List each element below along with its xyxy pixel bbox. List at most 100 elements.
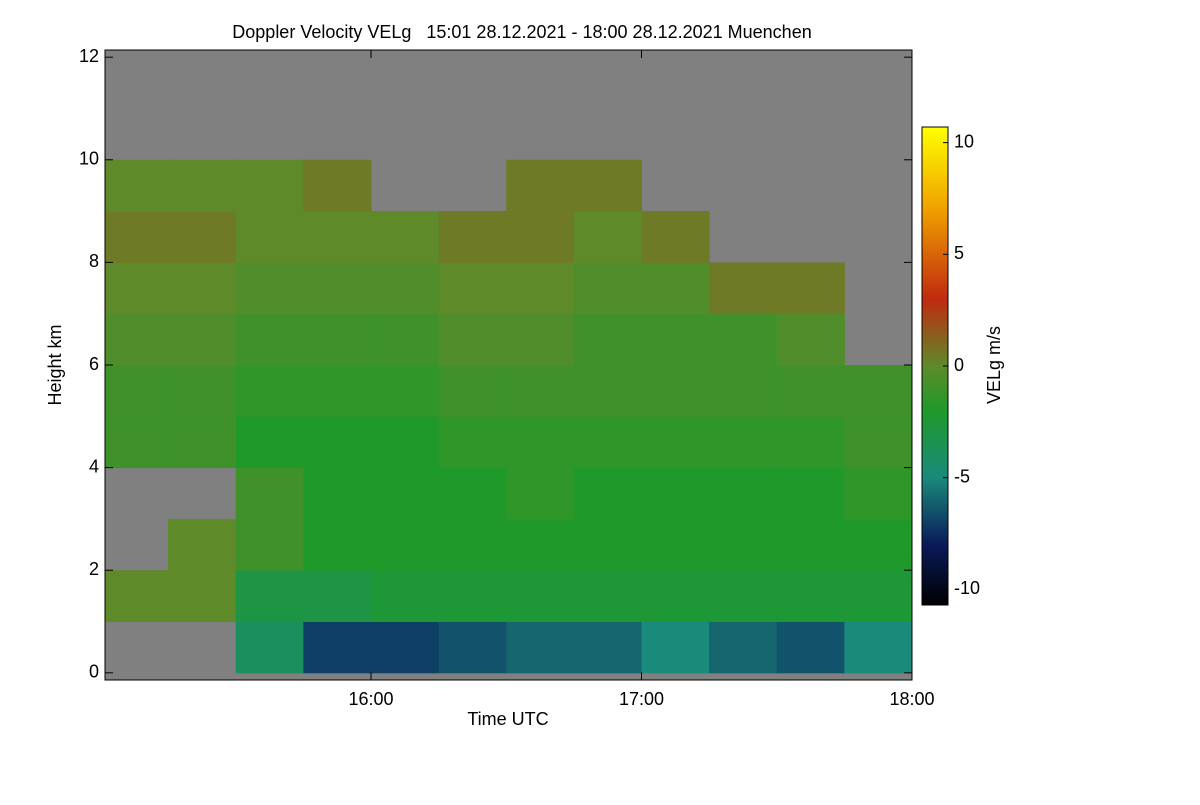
heatmap-cell xyxy=(235,262,304,315)
heatmap-cell xyxy=(105,211,169,263)
y-tick-label: 4 xyxy=(89,456,99,476)
heatmap-cell xyxy=(235,313,304,366)
heatmap-cell xyxy=(370,416,440,469)
heatmap-cell xyxy=(641,570,710,623)
y-tick-label: 2 xyxy=(89,559,99,579)
heatmap-cell xyxy=(370,313,440,366)
heatmap-cell xyxy=(573,416,642,469)
heatmap-cell xyxy=(303,570,372,623)
y-tick-label: 0 xyxy=(89,662,99,682)
heatmap-cell xyxy=(168,313,237,366)
heatmap-cell xyxy=(438,365,507,417)
heatmap-cell xyxy=(641,365,710,417)
heatmap-cell xyxy=(438,518,507,571)
heatmap-cell xyxy=(573,262,642,315)
heatmap-cell xyxy=(370,621,440,674)
heatmap-cell xyxy=(303,467,372,520)
heatmap-cell xyxy=(438,467,507,520)
colorbar-tick-label: 0 xyxy=(954,355,964,375)
heatmap-cell xyxy=(709,365,778,417)
heatmap-cell xyxy=(438,416,507,469)
heatmap-cell xyxy=(776,416,845,469)
heatmap-cell xyxy=(105,365,169,417)
heatmap-cell xyxy=(709,467,778,520)
heatmap-cell xyxy=(105,313,169,366)
heatmap-cell xyxy=(506,262,575,315)
heatmap-cell xyxy=(641,467,710,520)
heatmap-cell xyxy=(168,570,237,623)
x-tick-label: 18:00 xyxy=(889,689,934,709)
heatmap-cell xyxy=(506,416,575,469)
colorbar-tick-label: -5 xyxy=(954,466,970,486)
heatmap-cell xyxy=(573,211,642,263)
heatmap-cell xyxy=(709,313,778,366)
x-tick-label: 17:00 xyxy=(619,689,664,709)
heatmap-cell xyxy=(235,211,304,263)
heatmap-cell xyxy=(370,262,440,315)
heatmap-cell xyxy=(438,262,507,315)
heatmap-cell xyxy=(573,313,642,366)
heatmap-cell xyxy=(776,262,845,315)
heatmap-cell xyxy=(844,467,913,520)
heatmap-cell xyxy=(105,262,169,315)
y-tick-label: 10 xyxy=(79,149,99,169)
heatmap-cell xyxy=(573,570,642,623)
heatmap-cell xyxy=(573,159,642,212)
x-tick-label: 16:00 xyxy=(348,689,393,709)
heatmap-cell xyxy=(776,365,845,417)
colorbar-label: VELg m/s xyxy=(984,326,1004,404)
heatmap-cell xyxy=(370,467,440,520)
heatmap-cell xyxy=(641,621,710,674)
heatmap-cell xyxy=(506,467,575,520)
heatmap-cell xyxy=(641,211,710,263)
heatmap-cell xyxy=(506,621,575,674)
y-axis-label: Height km xyxy=(45,324,65,405)
heatmap-cell xyxy=(303,518,372,571)
chart-title: Doppler Velocity VELg 15:01 28.12.2021 -… xyxy=(232,22,811,42)
heatmap-cell xyxy=(776,621,845,674)
heatmap-cell xyxy=(506,211,575,263)
heatmap-cell xyxy=(303,365,372,417)
heatmap-cell xyxy=(709,570,778,623)
heatmap-cell xyxy=(844,570,913,623)
heatmap-cell xyxy=(370,518,440,571)
heatmap-cell xyxy=(506,159,575,212)
colorbar-tick-label: 5 xyxy=(954,243,964,263)
heatmap-cell xyxy=(235,416,304,469)
heatmap-cell xyxy=(168,365,237,417)
heatmap-cell xyxy=(370,211,440,263)
heatmap-cell xyxy=(438,570,507,623)
heatmap-cell xyxy=(438,211,507,263)
heatmap-cell xyxy=(168,518,237,571)
heatmap-cell xyxy=(105,416,169,469)
heatmap-cell xyxy=(235,365,304,417)
heatmap-cell xyxy=(235,159,304,212)
heatmap-cell xyxy=(438,621,507,674)
heatmap-cell xyxy=(235,621,304,674)
heatmap-cell xyxy=(641,262,710,315)
heatmap-cell xyxy=(573,467,642,520)
heatmap-cell xyxy=(235,467,304,520)
heatmap-cell xyxy=(168,262,237,315)
heatmap-cell xyxy=(506,313,575,366)
heatmap-cell xyxy=(641,313,710,366)
heatmap-cell xyxy=(438,313,507,366)
heatmap-cell xyxy=(776,467,845,520)
y-tick-label: 8 xyxy=(89,251,99,271)
heatmap-cell xyxy=(573,518,642,571)
heatmap-cell xyxy=(303,621,372,674)
heatmap-cell xyxy=(370,365,440,417)
heatmap-cell xyxy=(709,621,778,674)
heatmap-cell xyxy=(641,518,710,571)
colorbar-tick-label: -10 xyxy=(954,578,980,598)
heatmap-cell xyxy=(235,518,304,571)
heatmap-cell xyxy=(641,416,710,469)
heatmap-cell xyxy=(370,570,440,623)
y-tick-label: 6 xyxy=(89,354,99,374)
heatmap-cell xyxy=(844,365,913,417)
heatmap-cell xyxy=(776,313,845,366)
heatmap-cell xyxy=(709,262,778,315)
heatmap-cell xyxy=(506,365,575,417)
